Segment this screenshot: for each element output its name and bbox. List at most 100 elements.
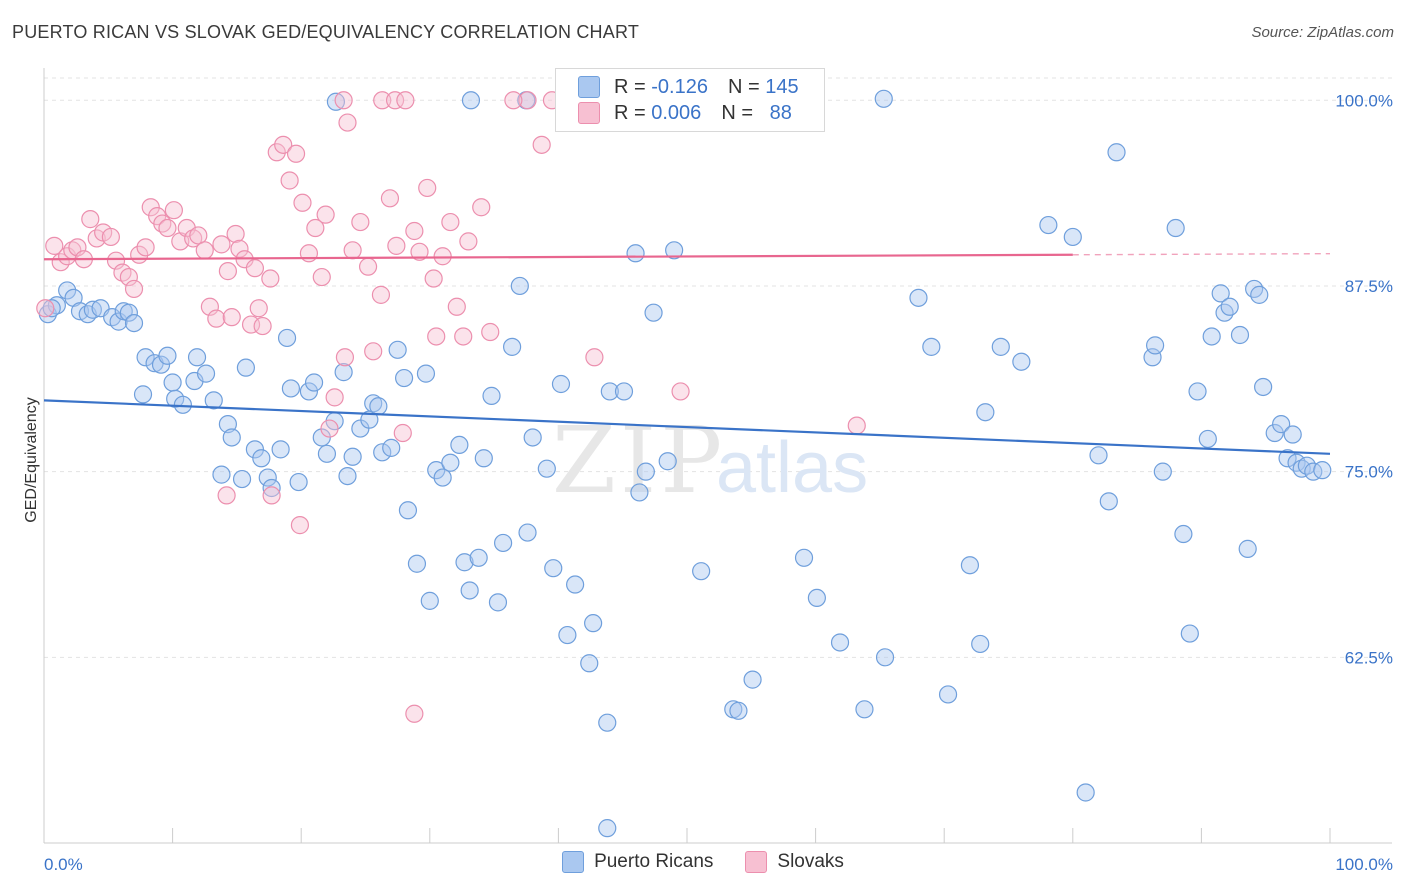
data-point-slovak	[36, 299, 55, 318]
data-point-slovak	[101, 227, 120, 247]
data-point-slovak	[81, 210, 100, 229]
data-point-slovak	[141, 198, 160, 217]
data-point-slovak	[358, 257, 378, 276]
data-point-puerto-rican	[482, 386, 501, 405]
data-point-puerto-rican	[252, 449, 271, 468]
data-point-puerto-rican	[518, 523, 537, 542]
trend-line-slovaks	[43, 253, 1073, 261]
data-point-slovak	[447, 297, 466, 316]
data-point-puerto-rican	[326, 92, 346, 111]
stats-legend: R = -0.126 N = 145 R = 0.006 N = 88	[555, 68, 825, 132]
data-point-slovak	[262, 486, 281, 505]
data-point-slovak	[396, 91, 415, 110]
data-point-puerto-rican	[204, 391, 223, 410]
data-point-puerto-rican	[47, 296, 66, 315]
y-tick-label: 75.0%	[1345, 463, 1393, 482]
data-point-puerto-rican	[388, 340, 407, 359]
data-point-puerto-rican	[1304, 462, 1323, 481]
data-point-puerto-rican	[729, 701, 748, 720]
data-point-slovak	[267, 143, 286, 162]
data-point-puerto-rican	[1076, 783, 1095, 802]
data-point-puerto-rican	[1089, 446, 1108, 465]
trend-lines	[43, 252, 1331, 455]
data-point-puerto-rican	[1292, 459, 1311, 478]
data-point-puerto-rican	[212, 465, 231, 484]
data-point-slovak	[371, 285, 391, 304]
data-point-slovak	[433, 247, 452, 266]
y-axis-title: GED/Equivalency	[23, 397, 40, 522]
data-point-slovak	[212, 235, 231, 254]
legend-swatch-blue	[562, 851, 585, 873]
data-point-puerto-rican	[343, 447, 362, 466]
data-point-slovak	[316, 205, 335, 224]
data-point-puerto-rican	[136, 348, 155, 367]
data-point-puerto-rican	[450, 435, 469, 455]
data-point-puerto-rican	[1198, 429, 1217, 449]
data-point-puerto-rican	[1283, 425, 1302, 444]
legend-label: Puerto Ricans	[594, 851, 714, 872]
r-value: 0.006	[651, 101, 702, 124]
data-point-puerto-rican	[938, 685, 958, 704]
watermark-atlas: atlas	[716, 428, 868, 508]
data-point-puerto-rican	[262, 478, 281, 498]
data-point-slovak	[124, 279, 144, 299]
legend-swatch-pink	[578, 102, 600, 124]
data-point-puerto-rican	[537, 459, 556, 478]
data-point-puerto-rican	[1180, 624, 1199, 643]
data-point-slovak	[380, 189, 400, 208]
data-point-puerto-rican	[580, 654, 599, 673]
data-point-puerto-rican	[1220, 297, 1239, 316]
data-point-puerto-rican	[1188, 382, 1207, 401]
data-point-puerto-rican	[488, 593, 508, 612]
data-point-slovak	[249, 299, 268, 318]
data-point-slovak	[338, 113, 357, 132]
series-slovaks	[36, 91, 866, 723]
trend-line-puerto-ricans	[43, 399, 1331, 455]
data-point-puerto-rican	[373, 443, 392, 462]
data-point-slovak	[280, 171, 299, 190]
data-point-slovak	[299, 244, 319, 263]
data-point-puerto-rican	[124, 313, 144, 333]
data-point-slovak	[136, 238, 155, 257]
data-point-puerto-rican	[1166, 218, 1185, 238]
data-point-slovak	[245, 259, 265, 278]
data-point-puerto-rican	[584, 614, 603, 633]
data-point-slovak	[393, 423, 412, 443]
data-point-puerto-rican	[1230, 325, 1250, 345]
data-point-slovak	[847, 416, 866, 435]
y-tick-label: 62.5%	[1345, 648, 1393, 667]
y-tick-label: 100.0%	[1335, 91, 1393, 110]
data-point-puerto-rican	[1099, 492, 1118, 511]
trend-line-slovaks-extension	[1072, 252, 1331, 256]
data-point-slovak	[532, 135, 551, 154]
data-point-slovak	[472, 198, 491, 217]
data-point-puerto-rican	[469, 548, 488, 567]
data-point-puerto-rican	[566, 575, 585, 594]
data-point-puerto-rican	[1278, 449, 1297, 468]
data-point-slovak	[290, 516, 310, 535]
data-point-puerto-rican	[258, 468, 277, 487]
data-point-puerto-rican	[416, 364, 436, 383]
legend-item-puerto-ricans: Puerto Ricans	[562, 851, 713, 873]
data-point-puerto-rican	[427, 461, 446, 480]
data-point-slovak	[45, 236, 64, 255]
data-point-slovak	[518, 91, 537, 110]
data-point-puerto-rican	[277, 328, 297, 348]
data-point-slovak	[306, 218, 325, 238]
n-value: 145	[765, 75, 799, 98]
data-point-slovak	[293, 193, 312, 212]
axes	[43, 68, 1392, 844]
data-point-slovak	[351, 212, 370, 232]
data-point-puerto-rican	[692, 562, 711, 581]
data-point-slovak	[226, 224, 245, 244]
legend-item-slovaks: Slovaks	[745, 851, 844, 873]
data-point-puerto-rican	[236, 358, 256, 377]
data-point-puerto-rican	[1254, 377, 1273, 397]
data-point-slovak	[671, 382, 690, 401]
data-point-puerto-rican	[976, 403, 995, 422]
data-point-puerto-rican	[503, 337, 522, 356]
data-point-puerto-rican	[598, 819, 617, 838]
data-point-slovak	[334, 91, 353, 110]
data-point-puerto-rican	[364, 394, 383, 413]
data-point-puerto-rican	[1215, 303, 1234, 322]
